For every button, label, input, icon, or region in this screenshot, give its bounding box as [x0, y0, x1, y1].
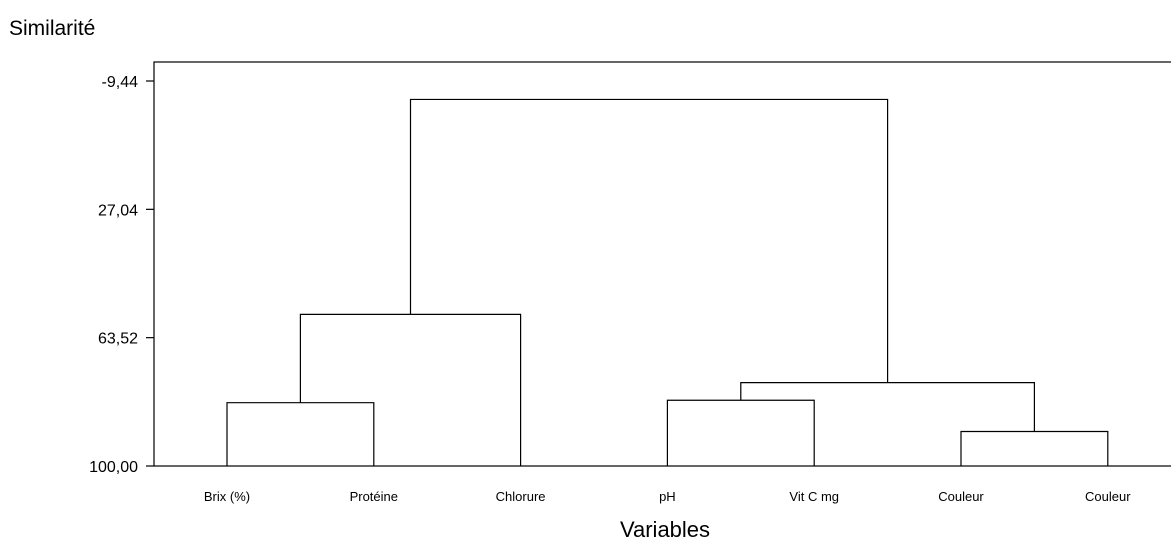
y-axis-ticks: -9,44 27,04 63,52 100,00 — [89, 74, 154, 476]
leaf-label: Chlorure — [496, 489, 546, 504]
dendrogram-links — [226, 98, 1109, 466]
y-axis-label: Similarité — [9, 17, 95, 40]
y-tick-label: 27,04 — [98, 202, 138, 219]
y-tick-label: 100,00 — [89, 459, 138, 476]
dendrogram-link — [409, 98, 889, 383]
leaf-label: Couleur — [1085, 489, 1131, 504]
dendrogram-link — [740, 382, 1035, 432]
leaf-label: Vit C mg — [789, 489, 839, 504]
dendrogram-link — [666, 399, 815, 466]
dendrogram-link — [960, 430, 1109, 466]
leaf-label: Brix (%) — [204, 489, 250, 504]
leaf-label: Protéine — [350, 489, 398, 504]
leaf-label: pH — [659, 489, 676, 504]
leaf-label: Couleur — [938, 489, 984, 504]
y-tick-label: 63,52 — [98, 331, 138, 348]
leaf-labels: Brix (%) Protéine Chlorure pH Vit C mg Couleu… — [204, 489, 1131, 504]
dendrogram-link — [299, 313, 522, 466]
plot-frame — [153, 61, 1171, 467]
y-tick-label: -9,44 — [102, 74, 139, 91]
x-axis-label: Variables — [620, 517, 710, 540]
dendrogram-link — [226, 402, 375, 466]
